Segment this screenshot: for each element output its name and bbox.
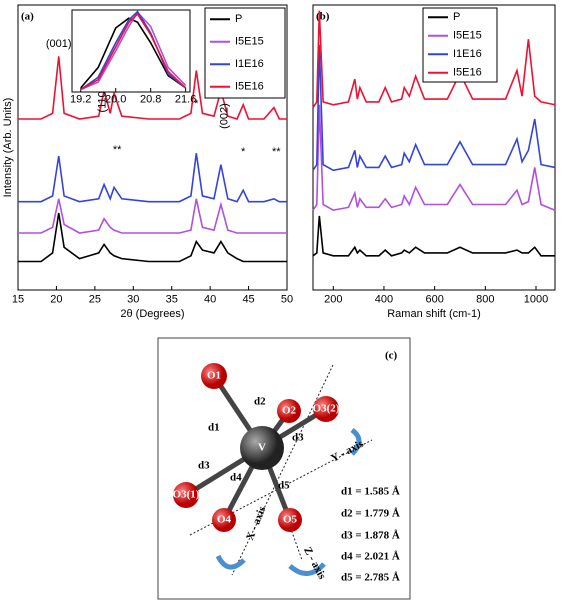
legend-label: I5E15 (235, 36, 264, 48)
legend-label: P (453, 11, 460, 23)
x-tick-label: 21.6 (175, 94, 196, 106)
series-line (18, 198, 287, 234)
distance: d3 = 1.878 Å (341, 530, 400, 542)
x-axis-label: Raman shift (cm-1) (387, 308, 481, 320)
annotation: ** (113, 144, 122, 156)
x-axis-label: 2θ (Degrees) (120, 308, 184, 320)
x-tick-label: 200 (324, 294, 342, 306)
distance: d5 = 2.785 Å (341, 572, 400, 584)
x-tick-label: 40 (204, 294, 216, 306)
x-tick-label: 20.0 (105, 94, 126, 106)
x-tick-label: 400 (375, 294, 393, 306)
annotation: (110) (96, 88, 108, 113)
x-tick-label: 15 (12, 294, 24, 306)
bond-label: d4 (230, 472, 242, 484)
axes-lines (189, 364, 373, 576)
atoms (173, 363, 339, 532)
distance: d4 = 2.021 Å (341, 551, 400, 563)
distance: d2 = 1.779 Å (341, 508, 400, 520)
series-line (18, 212, 287, 263)
series-line (18, 56, 287, 120)
x-tick-label: 45 (242, 294, 254, 306)
series-line (18, 153, 287, 203)
arrows (215, 427, 362, 576)
x-tick-label: 50 (281, 294, 293, 306)
y-axis-label: Intensity (Arb. Units) (2, 98, 14, 198)
panel-label: (b) (316, 11, 330, 23)
x-tick-label: 800 (476, 294, 494, 306)
bond-label: d3 (198, 460, 210, 472)
annotation: * (241, 146, 246, 158)
bond-label: d3 (292, 432, 304, 444)
diagram-frame (157, 337, 411, 600)
x-tick-label: 19.2 (70, 94, 91, 106)
x-tick-label: 20 (50, 294, 62, 306)
series-line (312, 10, 556, 109)
legend-label: I1E16 (453, 48, 482, 60)
panel-label: (a) (21, 11, 34, 23)
legend-box (204, 7, 286, 99)
legend-label: I5E16 (235, 81, 264, 93)
bond-label: d5 (278, 480, 290, 492)
distance: d1 = 1.585 Å (341, 486, 400, 498)
atom-label: O3(2) (313, 403, 340, 415)
atom-label: O1 (207, 370, 221, 382)
x-tick-label: 30 (127, 294, 139, 306)
panel-label: (c) (385, 350, 398, 362)
atom-label: O3(1) (173, 489, 200, 501)
legend-label: P (235, 13, 242, 25)
legend-box (422, 7, 498, 83)
atom-label: O4 (217, 514, 232, 526)
x-tick-label: 1000 (524, 294, 548, 306)
series-line (312, 44, 556, 172)
series-line (80, 11, 187, 91)
annotation: (001) (46, 38, 72, 50)
bond-label: d2 (254, 396, 266, 408)
series-line (312, 215, 555, 257)
bond-label: d1 (208, 422, 220, 434)
atom-label: O5 (283, 514, 298, 526)
atom-label: O2 (282, 405, 297, 417)
x-tick-label: 20.8 (140, 94, 161, 106)
legend-label: I5E16 (453, 67, 482, 79)
x-tick-label: 35 (166, 294, 178, 306)
series-line (80, 12, 187, 91)
x-tick-label: 600 (425, 294, 443, 306)
annotation: ** (272, 146, 281, 158)
annotation: * (194, 98, 199, 110)
atom-label: V (258, 442, 266, 454)
legend-label: I1E16 (235, 58, 264, 70)
annotation: (002) (219, 103, 231, 129)
series-line (312, 104, 556, 212)
legend-label: I5E15 (453, 30, 482, 42)
x-tick-label: 25 (89, 294, 101, 306)
